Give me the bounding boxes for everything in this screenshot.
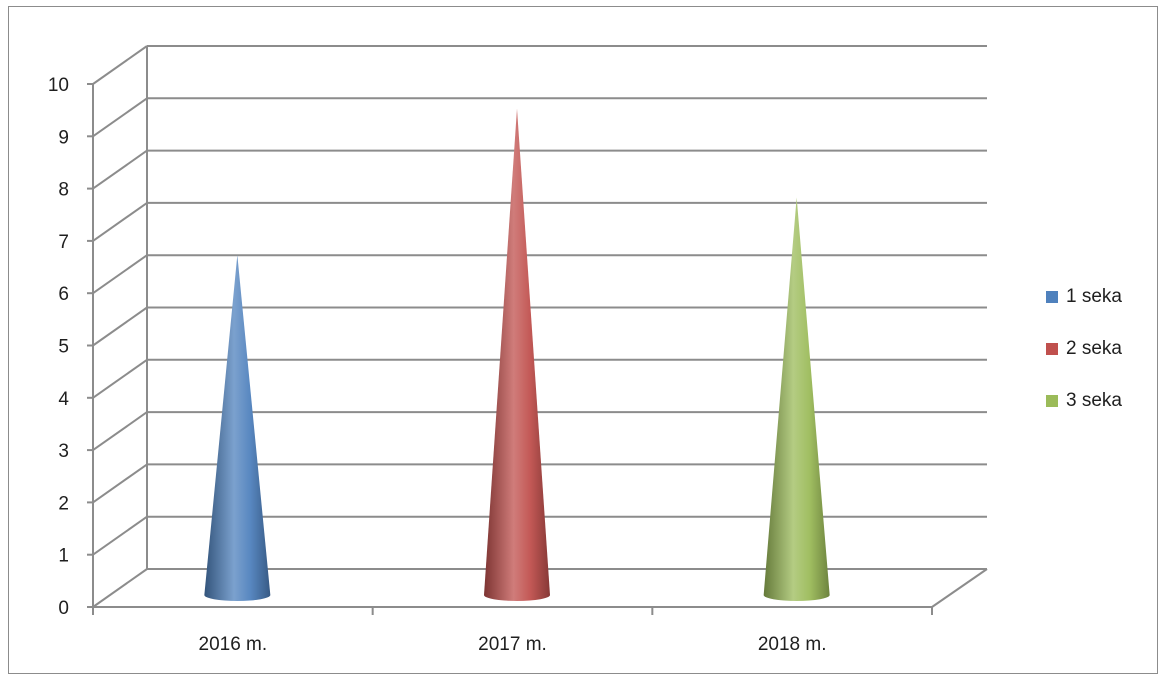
y-tick-label-9: 9: [58, 127, 69, 148]
wall-line-4: [92, 358, 148, 399]
wall-line-9: [92, 97, 148, 138]
wall-line-5: [92, 306, 148, 347]
x-category-label-1: 2017 m.: [478, 634, 547, 655]
cone-1-1: [484, 108, 550, 602]
wall-line-6: [92, 254, 148, 295]
legend: 1 seka 2 seka 3 seka: [1046, 284, 1122, 440]
x-category-labels: 2016 m. 2017 m. 2018 m.: [199, 634, 827, 655]
legend-swatch-2: [1046, 343, 1058, 355]
x-category-label-0: 2016 m.: [199, 634, 268, 655]
y-tick-label-3: 3: [58, 441, 69, 462]
chart-frame: [8, 6, 1158, 674]
wall-line-2: [92, 463, 148, 504]
legend-label-1: 1 seka: [1066, 286, 1122, 307]
cones: [204, 108, 830, 602]
wall-line-8: [92, 149, 148, 190]
legend-item-1: 1 seka: [1046, 284, 1122, 310]
wall-line-1: [92, 515, 148, 556]
legend-item-3: 3 seka: [1046, 388, 1122, 414]
x-category-label-2: 2018 m.: [758, 634, 827, 655]
y-tick-label-5: 5: [58, 337, 69, 358]
legend-label-2: 2 seka: [1066, 338, 1122, 359]
wall-line-7: [92, 202, 148, 242]
legend-swatch-3: [1046, 395, 1058, 407]
y-tick-label-1: 1: [58, 546, 69, 567]
cone-2-2: [763, 197, 830, 601]
y-tick-label-7: 7: [58, 232, 69, 253]
cone-0-0: [204, 255, 271, 601]
wall-line-0: [92, 568, 148, 608]
axes: [87, 46, 988, 615]
legend-label-3: 3 seka: [1066, 390, 1122, 411]
y-tick-label-10: 10: [48, 75, 69, 96]
legend-item-2: 2 seka: [1046, 336, 1122, 362]
y-tick-labels: 0 1 2 3 4 5 6 7 8 9 10: [48, 75, 70, 619]
wall-line-10: [92, 45, 148, 85]
y-tick-label-2: 2: [58, 493, 69, 514]
y-tick-label-0: 0: [58, 598, 69, 619]
legend-swatch-1: [1046, 291, 1058, 303]
floor-right-edge: [931, 568, 988, 608]
y-tick-label-8: 8: [58, 180, 69, 201]
wall-line-3: [92, 411, 148, 451]
y-tick-label-6: 6: [58, 284, 69, 305]
gridlines: [92, 45, 987, 608]
y-tick-label-4: 4: [58, 389, 69, 410]
